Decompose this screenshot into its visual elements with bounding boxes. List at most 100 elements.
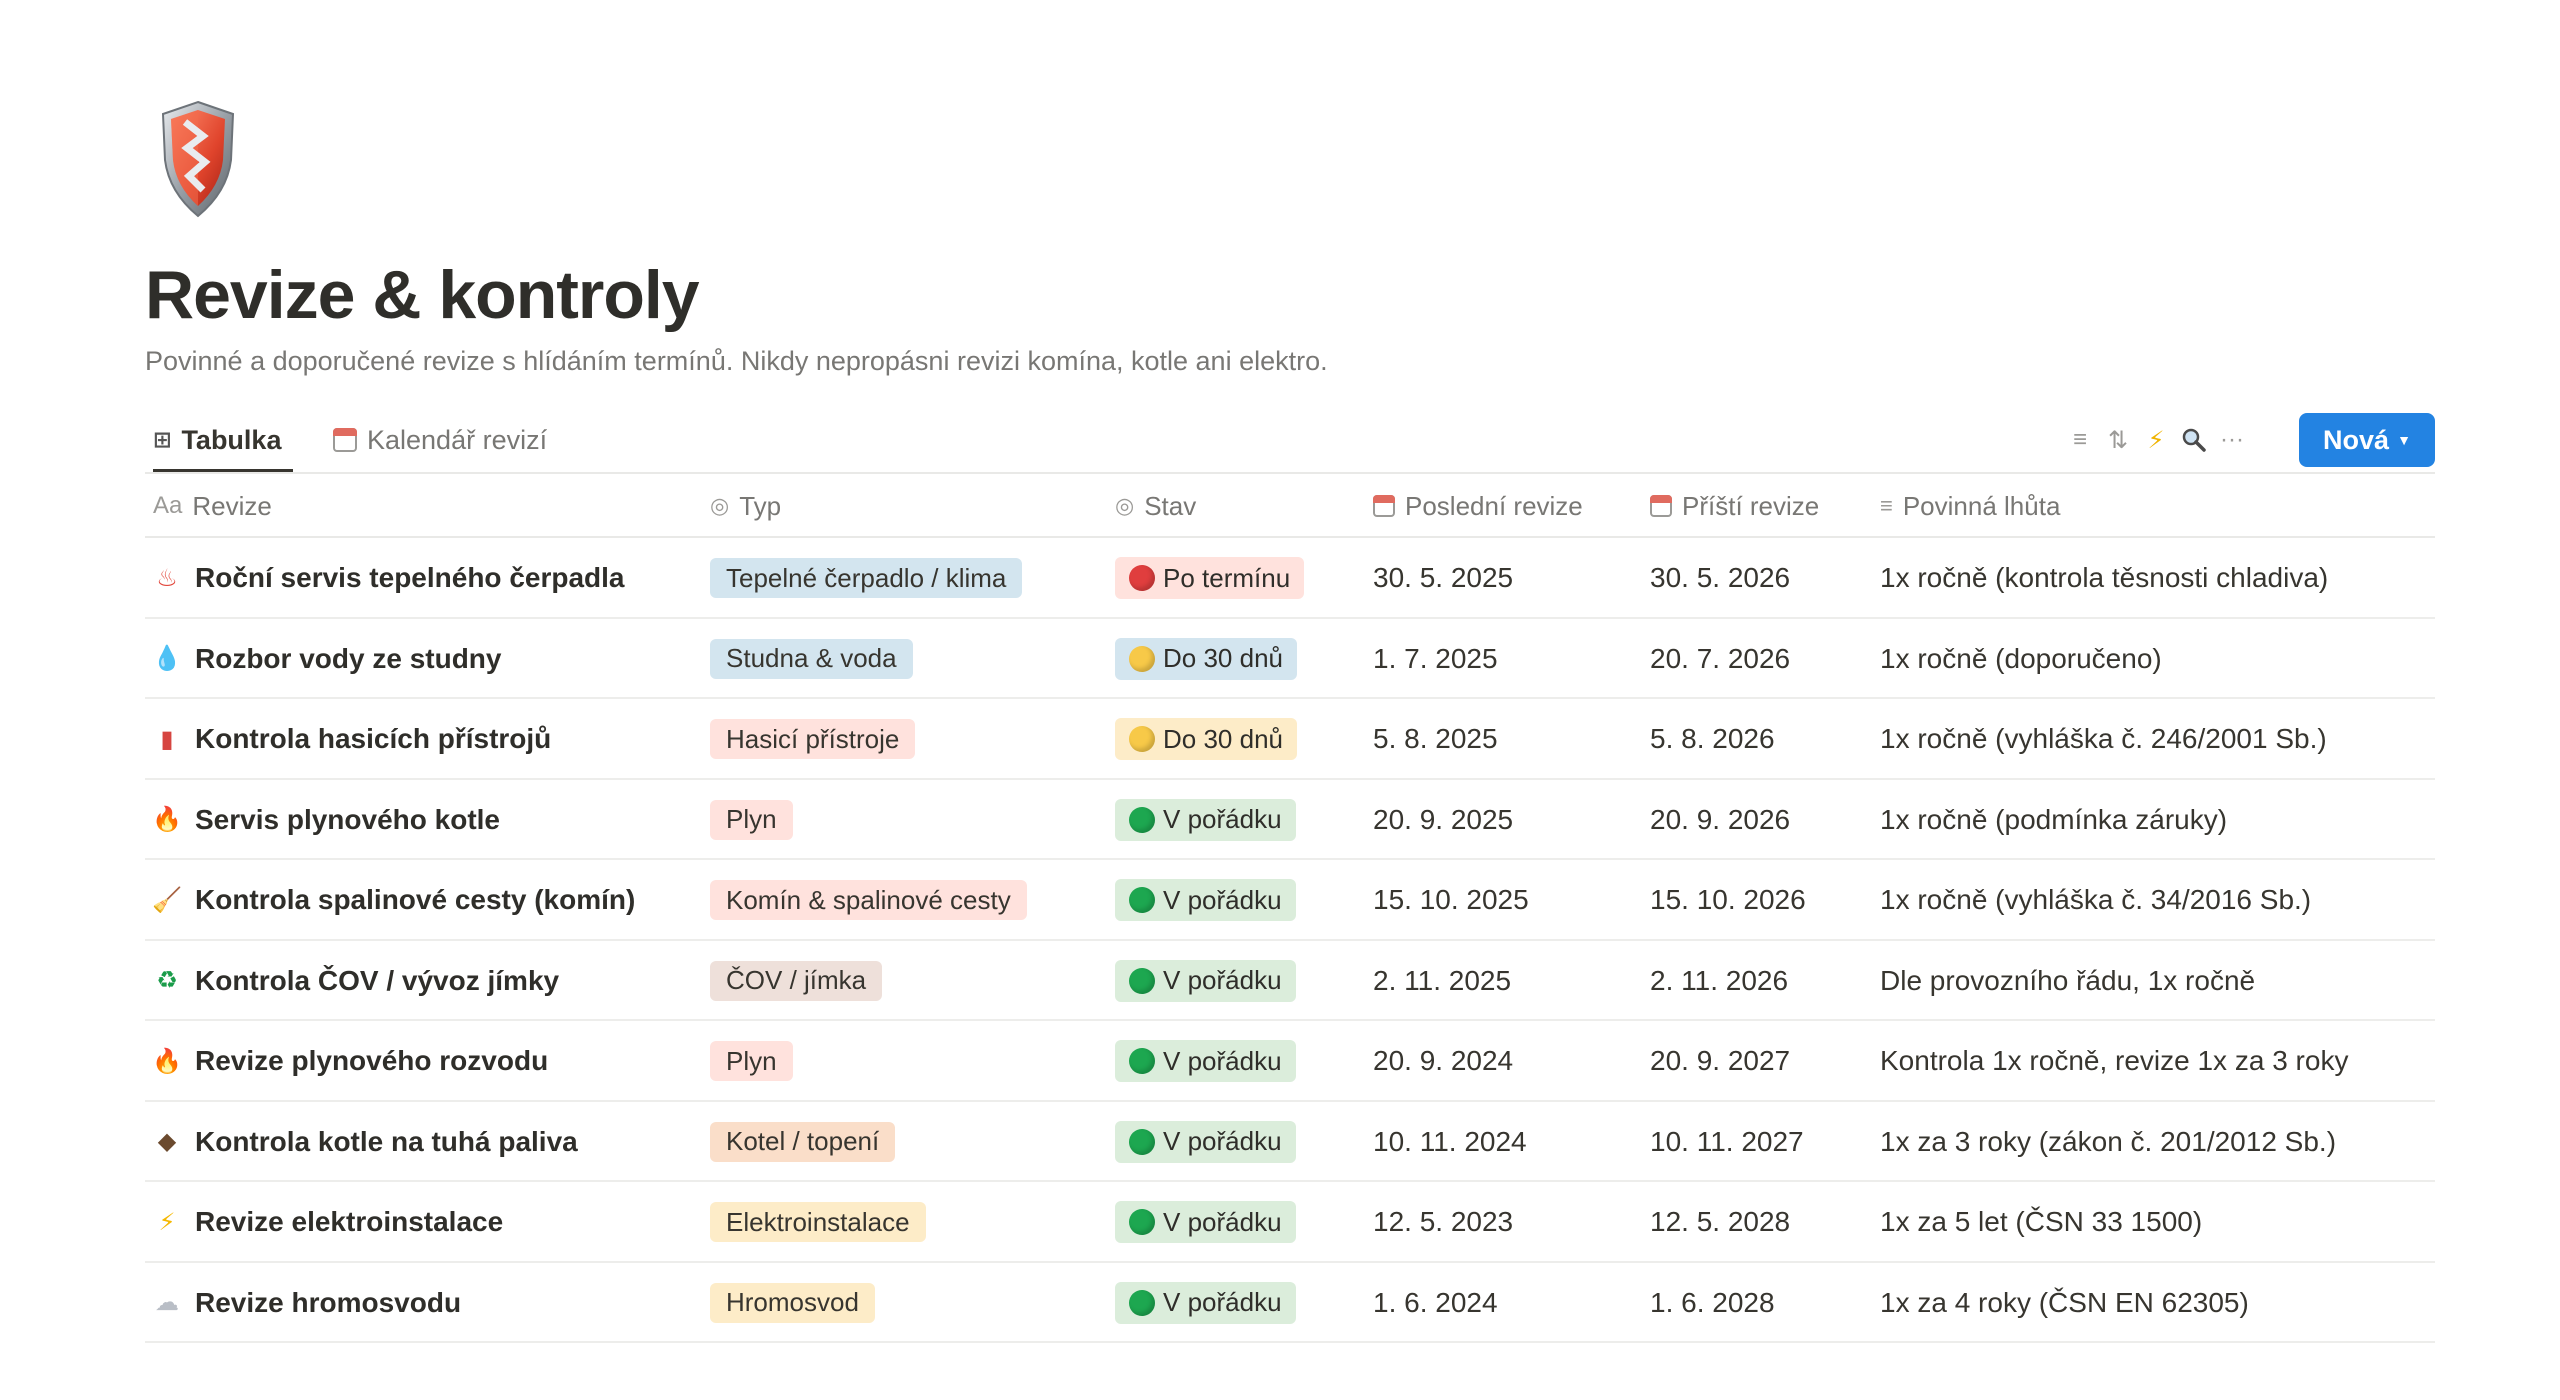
revize-name: Revize plynového rozvodu <box>195 1045 549 1076</box>
cell-pristi-revize[interactable]: 20. 9. 2026 <box>1650 803 1791 835</box>
cell-posledni-revize[interactable]: 15. 10. 2025 <box>1373 884 1529 915</box>
table-row[interactable]: 🔥 Revize plynového rozvodu Plyn V pořádku 20… <box>145 1021 2435 1102</box>
cell-posledni-revize[interactable]: 2. 11. 2025 <box>1373 964 1512 996</box>
cell-revize[interactable]: ♨ Roční servis tepelného čerpadla <box>153 538 625 618</box>
table-row[interactable]: ♨ Roční servis tepelného čerpadla Tepelné … <box>145 538 2435 619</box>
table-row[interactable]: ☁ Revize hromosvodu Hromosvod V pořádku 1. 6… <box>145 1263 2435 1343</box>
cell-typ[interactable]: Tepelné čerpadlo / klima <box>710 538 1023 618</box>
column-header-typ[interactable]: ◎ Typ <box>710 474 781 538</box>
cell-posledni-revize[interactable]: 5. 8. 2025 <box>1373 723 1498 754</box>
cell-pristi-revize[interactable]: 15. 10. 2026 <box>1650 884 1806 915</box>
cell-stav[interactable]: V pořádku <box>1115 1021 1296 1101</box>
revize-name: Roční servis tepelného čerpadla <box>195 562 625 593</box>
status-dot-icon <box>1129 887 1155 913</box>
cell-povinna-lhuta[interactable]: Kontrola 1x ročně, revize 1x za 3 roky <box>1880 1045 2349 1076</box>
cell-posledni-revize[interactable]: 30. 5. 2025 <box>1373 562 1514 593</box>
cell-revize[interactable]: ▮ Kontrola hasicích přístrojů <box>153 699 551 779</box>
cell-stav[interactable]: V pořádku <box>1115 860 1296 940</box>
cell-typ[interactable]: Plyn <box>710 1021 793 1101</box>
cell-posledni-revize[interactable]: 1. 6. 2024 <box>1373 1286 1498 1318</box>
shield-icon[interactable] <box>159 100 237 218</box>
column-header-povinna-lhuta[interactable]: ≡ Povinná lhůta <box>1880 474 2060 538</box>
cell-revize[interactable]: 🧹 Kontrola spalinové cesty (komín) <box>152 860 635 940</box>
cell-posledni-revize[interactable]: 1. 7. 2025 <box>1373 642 1498 674</box>
cell-revize[interactable]: ☁ Revize hromosvodu <box>153 1263 461 1343</box>
table-row[interactable]: ⚡ Revize elektroinstalace Elektroinstalace… <box>145 1182 2435 1263</box>
cell-revize[interactable]: 🔥 Servis plynového kotle <box>152 780 500 860</box>
cell-posledni-revize[interactable]: 10. 11. 2024 <box>1373 1125 1527 1157</box>
table-row[interactable]: 🧹 Kontrola spalinové cesty (komín) Komín &… <box>145 860 2435 941</box>
table-row[interactable]: ◆ Kontrola kotle na tuhá paliva Kotel / to… <box>145 1102 2435 1182</box>
column-header-revize[interactable]: Aa Revize <box>153 474 272 538</box>
cell-pristi-revize[interactable]: 20. 7. 2026 <box>1650 642 1791 674</box>
cell-povinna-lhuta[interactable]: 1x ročně (podmínka záruky) <box>1880 803 2228 835</box>
cell-povinna-lhuta[interactable]: Dle provozního řádu, 1x ročně <box>1880 964 2256 996</box>
status-badge: V pořádku <box>1115 1040 1296 1082</box>
droplet-icon: 💧 <box>152 645 182 672</box>
cell-stav[interactable]: V pořádku <box>1115 1182 1296 1262</box>
cell-posledni-revize[interactable]: 20. 9. 2024 <box>1373 1045 1514 1076</box>
tab-kalendar-revizi[interactable]: Kalendář revizí <box>333 410 547 470</box>
sort-icon[interactable]: ⇅ <box>2107 426 2129 454</box>
hot-springs-icon: ♨ <box>156 564 178 592</box>
cell-povinna-lhuta[interactable]: 1x ročně (doporučeno) <box>1880 642 2162 674</box>
cell-povinna-lhuta[interactable]: 1x ročně (vyhláška č. 246/2001 Sb.) <box>1880 723 2327 754</box>
cell-stav[interactable]: Do 30 dnů <box>1115 619 1297 699</box>
table-row[interactable]: ▮ Kontrola hasicích přístrojů Hasicí příst… <box>145 699 2435 780</box>
automation-icon[interactable]: ⚡ <box>2147 426 2165 454</box>
cell-povinna-lhuta[interactable]: 1x ročně (kontrola těsnosti chladiva) <box>1880 562 2329 593</box>
column-header-pristi-revize[interactable]: Příští revize <box>1650 474 1819 538</box>
cell-typ[interactable]: Hasicí přístroje <box>710 699 916 779</box>
tab-tabulka[interactable]: ⊞ Tabulka <box>153 410 293 472</box>
table-row[interactable]: 🔥 Servis plynového kotle Plyn V pořádku 20. … <box>145 780 2435 860</box>
cell-povinna-lhuta[interactable]: 1x za 5 let (ČSN 33 1500) <box>1880 1206 2203 1237</box>
cell-typ[interactable]: Elektroinstalace <box>710 1182 926 1262</box>
new-button[interactable]: Nová ▼ <box>2299 413 2435 467</box>
cell-stav[interactable]: V pořádku <box>1115 941 1296 1021</box>
cell-typ[interactable]: ČOV / jímka <box>710 941 883 1021</box>
column-header-stav[interactable]: ◎ Stav <box>1115 474 1196 538</box>
cell-povinna-lhuta[interactable]: 1x za 3 roky (zákon č. 201/2012 Sb.) <box>1880 1125 2337 1157</box>
typ-tag: Plyn <box>710 1041 793 1081</box>
cell-revize[interactable]: ◆ Kontrola kotle na tuhá paliva <box>153 1102 578 1182</box>
cell-typ[interactable]: Kotel / topení <box>710 1102 896 1182</box>
typ-tag: Hromosvod <box>710 1282 875 1323</box>
cell-pristi-revize[interactable]: 20. 9. 2027 <box>1650 1045 1791 1076</box>
cell-pristi-revize[interactable]: 12. 5. 2028 <box>1650 1206 1791 1237</box>
cell-typ[interactable]: Hromosvod <box>710 1263 875 1343</box>
status-dot-icon <box>1129 1289 1155 1316</box>
cell-povinna-lhuta[interactable]: 1x za 4 roky (ČSN EN 62305) <box>1880 1286 2249 1318</box>
table-row[interactable]: 💧 Rozbor vody ze studny Studna & voda Do 30… <box>145 619 2435 699</box>
cell-pristi-revize[interactable]: 30. 5. 2026 <box>1650 562 1791 593</box>
cell-stav[interactable]: V pořádku <box>1115 1102 1296 1182</box>
column-header-posledni-revize[interactable]: Poslední revize <box>1373 474 1583 538</box>
cell-posledni-revize[interactable]: 20. 9. 2025 <box>1373 803 1514 835</box>
status-dot-icon <box>1129 1128 1155 1155</box>
cell-stav[interactable]: V pořádku <box>1115 1263 1296 1343</box>
more-icon[interactable]: ··· <box>2220 426 2244 453</box>
cell-pristi-revize[interactable]: 5. 8. 2026 <box>1650 723 1775 754</box>
cell-revize[interactable]: ⚡ Revize elektroinstalace <box>153 1182 504 1262</box>
cell-revize[interactable]: 🔥 Revize plynového rozvodu <box>152 1021 549 1101</box>
cell-typ[interactable]: Plyn <box>710 780 793 860</box>
cell-revize[interactable]: ♻ Kontrola ČOV / vývoz jímky <box>153 941 559 1021</box>
cell-typ[interactable]: Komín & spalinové cesty <box>710 860 1027 940</box>
status-dot-icon <box>1129 645 1155 672</box>
table-row[interactable]: ♻ Kontrola ČOV / vývoz jímky ČOV / jímka V … <box>145 941 2435 1021</box>
cell-stav[interactable]: V pořádku <box>1115 780 1296 860</box>
cell-typ[interactable]: Studna & voda <box>710 619 913 699</box>
cell-pristi-revize[interactable]: 1. 6. 2028 <box>1650 1286 1775 1318</box>
cell-pristi-revize[interactable]: 10. 11. 2027 <box>1650 1125 1804 1157</box>
chevron-down-icon[interactable]: ▼ <box>2397 432 2411 448</box>
cell-stav[interactable]: Do 30 dnů <box>1115 699 1297 779</box>
filter-icon[interactable]: ≡ <box>2072 426 2087 453</box>
cell-posledni-revize[interactable]: 12. 5. 2023 <box>1373 1206 1514 1237</box>
search-icon[interactable] <box>2179 425 2209 455</box>
status-dot-icon <box>1129 1048 1155 1074</box>
column-label: Revize <box>192 490 272 521</box>
cell-povinna-lhuta[interactable]: 1x ročně (vyhláška č. 34/2016 Sb.) <box>1880 884 2312 915</box>
cell-pristi-revize[interactable]: 2. 11. 2026 <box>1650 964 1789 996</box>
status-dot-icon <box>1129 967 1155 994</box>
cell-revize[interactable]: 💧 Rozbor vody ze studny <box>152 619 501 699</box>
cell-stav[interactable]: Po termínu <box>1115 538 1305 618</box>
